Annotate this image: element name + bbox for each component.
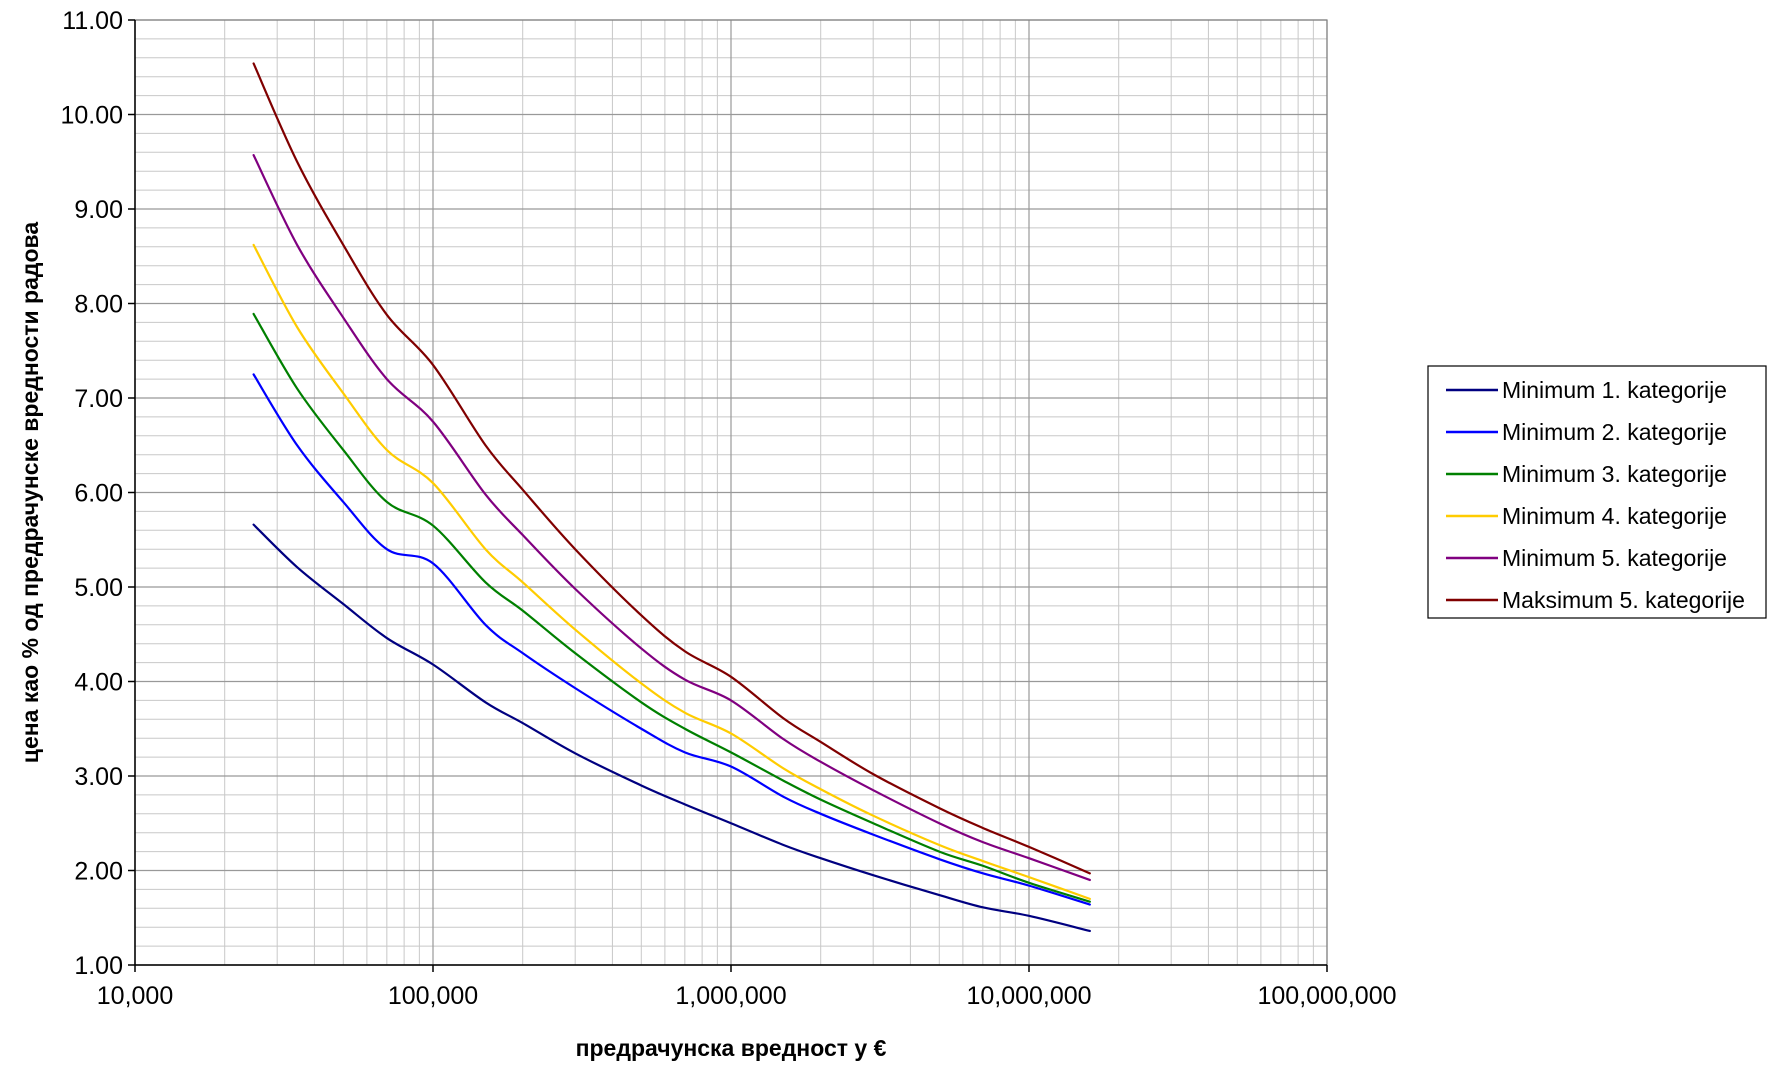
series-line-1: [252, 523, 1091, 933]
series-line-2: [252, 373, 1091, 906]
y-tick-label: 4.00: [74, 669, 123, 697]
x-tick-label: 10,000: [97, 982, 173, 1010]
y-tick-label: 9.00: [74, 196, 123, 224]
legend-label-6: Maksimum 5. kategorije: [1502, 587, 1745, 613]
legend-label-5: Minimum 5. kategorije: [1502, 545, 1727, 571]
y-axis-title: цена као % од предрачунске вредности рад…: [17, 222, 43, 764]
legend-label-3: Minimum 3. kategorije: [1502, 461, 1727, 487]
x-tick-label: 100,000,000: [1257, 982, 1396, 1010]
x-tick-label: 100,000: [388, 982, 478, 1010]
y-tick-label: 5.00: [74, 574, 123, 602]
legend-label-4: Minimum 4. kategorije: [1502, 503, 1727, 529]
legend-label-2: Minimum 2. kategorije: [1502, 419, 1727, 445]
x-axis-tick-labels: 10,000 100,000 1,000,000 10,000,000 100,000,…: [97, 982, 1397, 1010]
x-axis-title: предрачунска вредност у €: [576, 1035, 887, 1061]
series-line-4: [252, 243, 1091, 900]
y-axis-tick-labels: 1.00 2.00 3.00 4.00 5.00 6.00 7.00 8.00 9.00 10.0…: [60, 7, 123, 980]
series-line-5: [252, 154, 1091, 882]
y-tick-label: 2.00: [74, 858, 123, 886]
y-tick-label: 6.00: [74, 480, 123, 508]
series-line-3: [252, 312, 1091, 903]
y-tick-label: 8.00: [74, 291, 123, 319]
series-line-6: [252, 62, 1091, 875]
legend-label-1: Minimum 1. kategorije: [1502, 377, 1727, 403]
series-lines: [252, 62, 1091, 933]
y-tick-label: 1.00: [74, 952, 123, 980]
legend: Minimum 1. kategorije Minimum 2. kategori…: [1427, 365, 1767, 619]
y-tick-label: 11.00: [62, 7, 123, 35]
x-tick-label: 10,000,000: [966, 982, 1091, 1010]
y-tick-label: 7.00: [74, 385, 123, 413]
legend-box: [1427, 365, 1767, 619]
axis-ticks: [128, 19, 1328, 972]
x-tick-label: 1,000,000: [675, 982, 786, 1010]
y-tick-label: 3.00: [74, 763, 123, 791]
y-tick-label: 10.00: [60, 102, 123, 130]
